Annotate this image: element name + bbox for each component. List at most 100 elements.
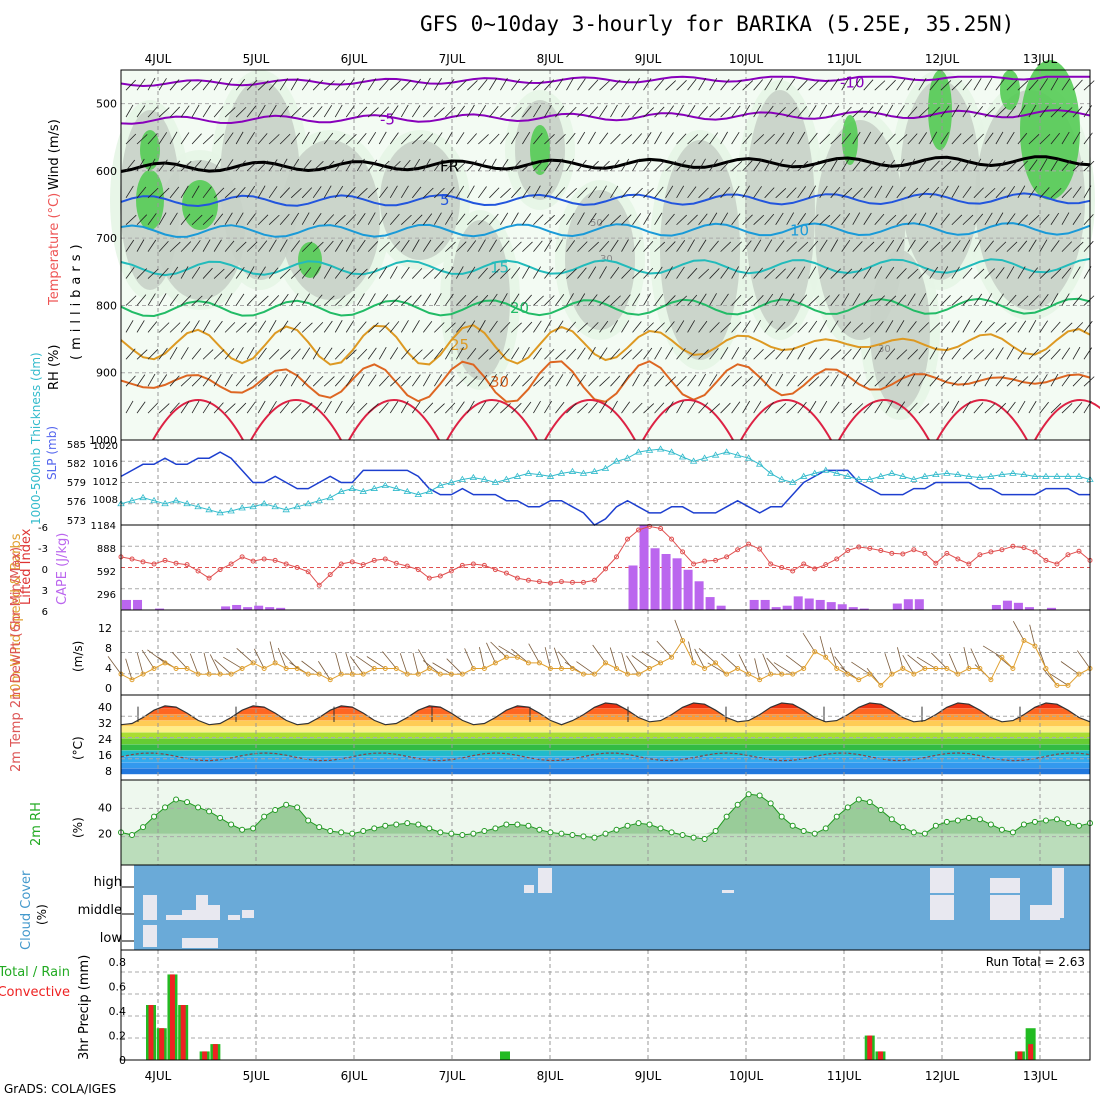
wind-barb xyxy=(665,376,677,387)
wind-barb xyxy=(434,322,445,333)
wind-barb xyxy=(654,106,665,118)
wind-barb xyxy=(555,78,564,91)
cloud-units-text: (%) xyxy=(35,904,49,925)
wind-barb xyxy=(202,320,211,333)
lifted-marker xyxy=(801,561,807,567)
wind-barb xyxy=(478,401,487,414)
rh-marker xyxy=(547,829,554,836)
wind-barb xyxy=(456,321,466,333)
wind-barb xyxy=(984,212,993,225)
wind-barb xyxy=(301,347,311,360)
wind-barb-10m xyxy=(884,653,893,675)
wind-barb xyxy=(544,104,552,118)
thickness-marker xyxy=(304,499,312,507)
wind-barb xyxy=(433,132,443,145)
wind-barb xyxy=(995,107,1007,118)
rh-marker xyxy=(569,832,576,838)
wind-barb xyxy=(412,268,423,279)
rh-marker xyxy=(327,828,334,835)
wind-barb xyxy=(940,213,950,225)
wind10-label: 10m Wind Speed & Barbs xyxy=(9,533,24,700)
wind-barb xyxy=(1083,320,1093,333)
wind-barb xyxy=(764,293,774,306)
wind-barb-10m xyxy=(851,661,870,675)
wind-barb xyxy=(676,348,686,360)
wind-barb xyxy=(202,78,213,91)
wind-barb-10m xyxy=(203,652,210,675)
wind-barb xyxy=(279,402,290,414)
wind-barb xyxy=(191,320,200,333)
rh-marker xyxy=(591,834,598,841)
wind-barb xyxy=(367,267,378,279)
wind-barb xyxy=(544,185,553,199)
wind-barb-10m xyxy=(528,643,540,664)
wind-barb xyxy=(279,320,289,333)
wind-barb xyxy=(125,214,137,226)
wind-marker xyxy=(680,637,686,643)
wind-barb xyxy=(246,401,256,414)
rh-marker xyxy=(613,826,620,833)
wind-barb xyxy=(973,105,984,118)
wind-barb xyxy=(918,132,927,145)
wind-barb xyxy=(257,266,266,279)
wind-barb xyxy=(742,320,751,333)
wind-barb xyxy=(378,375,390,387)
wind-barb xyxy=(566,293,574,306)
wind-barb xyxy=(290,106,302,118)
wind-barb xyxy=(698,133,709,145)
wind-barb xyxy=(1028,159,1038,172)
wind-barb xyxy=(621,78,630,91)
wind-barb xyxy=(423,106,433,118)
wind-barb xyxy=(896,349,908,360)
wind-barb xyxy=(775,403,787,414)
wind-barb xyxy=(742,133,753,145)
rh-marker xyxy=(580,833,587,840)
wind-barb xyxy=(202,294,213,306)
cape-bar xyxy=(903,599,913,610)
wind-barb xyxy=(444,131,453,145)
wind-barb-10m xyxy=(366,656,386,669)
rh-marker xyxy=(404,820,411,827)
wind-barb xyxy=(533,400,541,414)
wind-barb xyxy=(180,401,190,414)
wind-barb xyxy=(411,239,420,252)
wind-barb xyxy=(665,295,676,306)
wind-marker xyxy=(603,660,608,666)
rh-marker xyxy=(316,824,323,831)
wind-barb xyxy=(301,322,313,333)
rh-marker xyxy=(371,825,378,832)
wind-barb xyxy=(389,132,399,145)
cape-tick: 592 xyxy=(97,567,116,578)
lifted-marker xyxy=(382,556,388,562)
wind-barb xyxy=(1083,240,1094,252)
thickness-ylabel: 1000-500mb Thickness (dm) xyxy=(29,352,43,525)
wind-barb xyxy=(742,347,752,360)
wind-barb xyxy=(136,374,146,387)
wind-barb xyxy=(455,347,464,360)
wind-barb xyxy=(323,266,332,279)
wind-barb xyxy=(544,159,554,172)
wind-barb xyxy=(1050,321,1061,333)
wind-barb xyxy=(885,400,894,414)
thickness-marker xyxy=(194,503,202,510)
wind-barb xyxy=(962,294,973,306)
cape-tick: 296 xyxy=(97,590,116,601)
wind-barb xyxy=(224,132,234,145)
wind-barb xyxy=(434,187,445,199)
temperature-tick: 8 xyxy=(105,765,112,778)
surface-isotherm xyxy=(152,399,244,441)
wind-barb xyxy=(940,80,952,91)
wind-barb xyxy=(643,159,653,172)
wind-barb xyxy=(1061,267,1072,279)
wind-barb xyxy=(433,374,443,387)
lifted-marker xyxy=(878,548,884,553)
wind-barb xyxy=(169,266,179,279)
wind-barb-10m xyxy=(963,647,970,669)
wind-marker xyxy=(944,666,950,672)
wind-barb xyxy=(874,321,884,333)
wind-barb xyxy=(863,212,872,225)
wind-barb xyxy=(1028,239,1037,252)
lifted-marker xyxy=(184,562,190,568)
cloud-block xyxy=(722,890,734,893)
rh-marker xyxy=(437,829,444,836)
